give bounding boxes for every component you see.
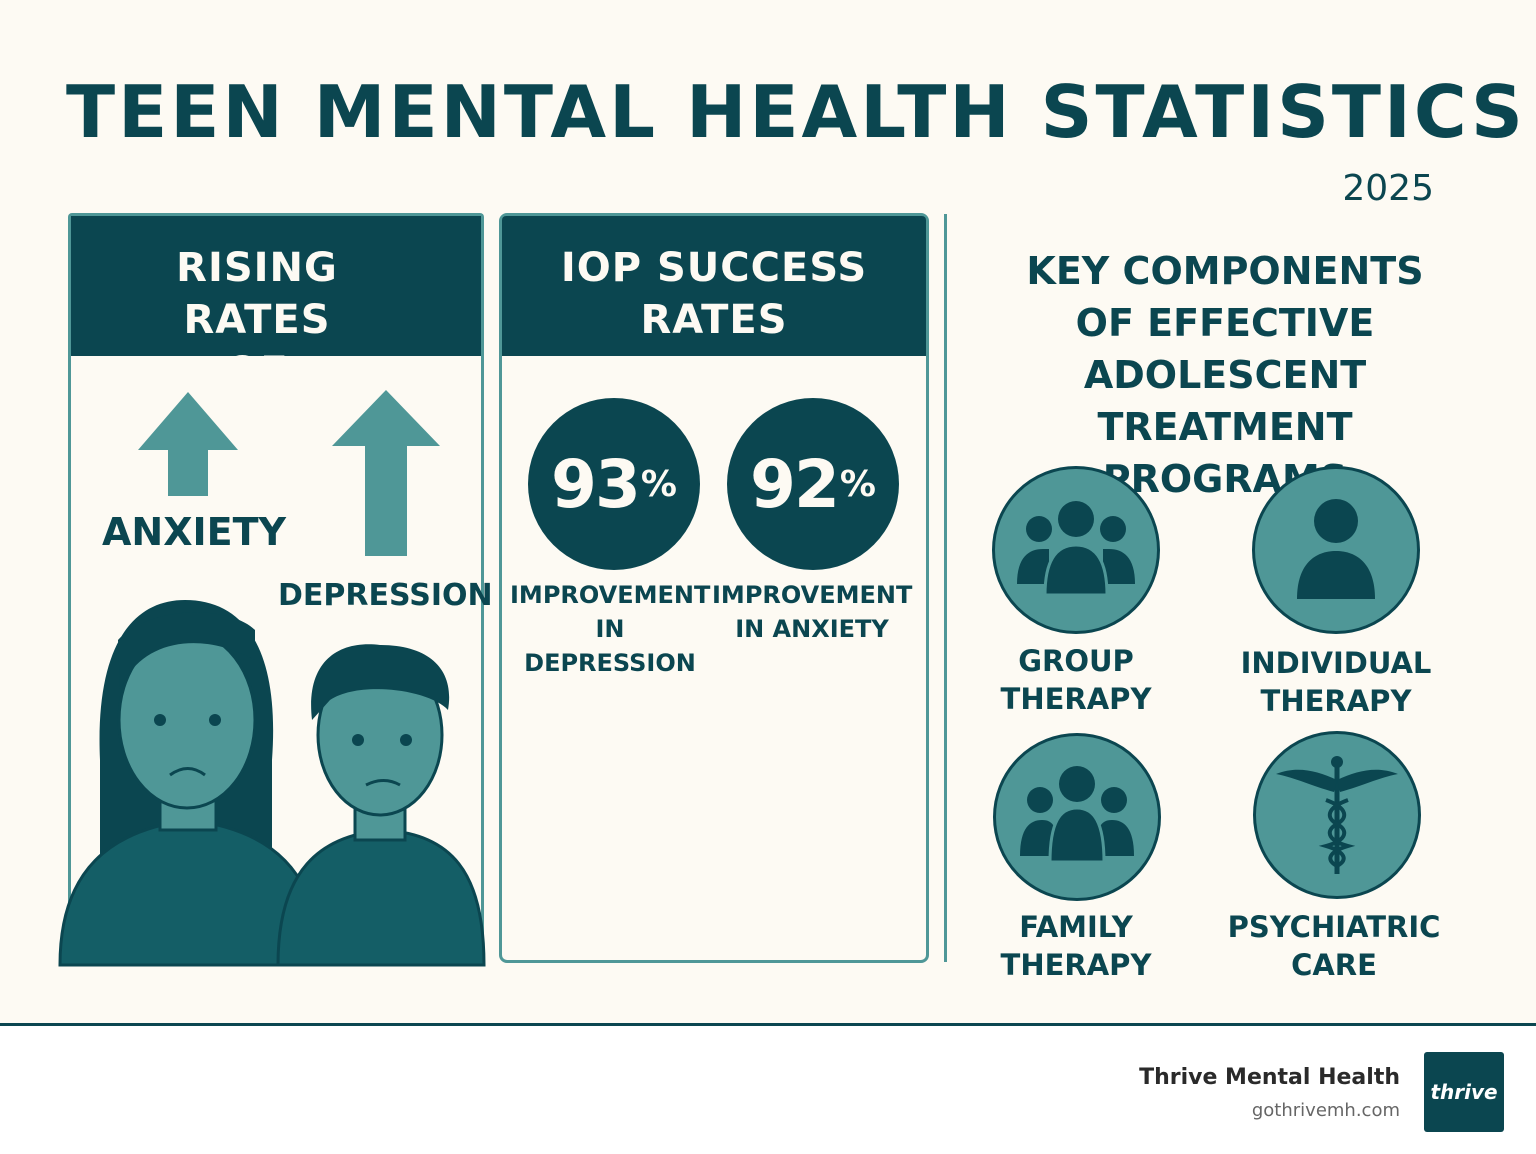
teen-girl-illustration — [58, 600, 322, 967]
anxiety-label: ANXIETY — [102, 510, 287, 554]
individual-therapy-label: INDIVIDUAL THERAPY — [1206, 644, 1466, 720]
depression-label: DEPRESSION — [278, 578, 493, 613]
psychiatric-care-line2: CARE — [1291, 948, 1377, 982]
components-heading-line3: ADOLESCENT TREATMENT — [1083, 353, 1367, 449]
group-therapy-line2: THERAPY — [1000, 682, 1152, 716]
anxiety-up-arrow-icon — [138, 392, 238, 496]
iop-panel: IOP SUCCESS RATES — [499, 213, 929, 963]
anxiety-stat-value: 92 — [750, 445, 840, 523]
rising-heading-line1: RISING RATES — [176, 245, 338, 343]
column-divider — [944, 214, 947, 962]
individual-therapy-line2: THERAPY — [1260, 684, 1412, 718]
psychiatric-care-line1: PSYCHIATRIC — [1227, 910, 1441, 944]
components-heading-line1: KEY COMPONENTS — [1026, 249, 1424, 293]
iop-heading: IOP SUCCESS RATES — [502, 216, 926, 356]
group-icon — [1017, 501, 1135, 597]
depression-stat-circle: 93 % — [528, 398, 700, 570]
thrive-logo: thrive — [1424, 1052, 1504, 1132]
iop-heading-line1: IOP SUCCESS — [560, 245, 868, 291]
anxiety-stat-label-line1: IMPROVEMENT — [712, 581, 913, 609]
caduceus-icon — [1276, 756, 1398, 874]
individual-therapy-circle — [1252, 466, 1420, 634]
depression-stat-label-line1: IMPROVEMENT — [510, 581, 711, 609]
family-therapy-circle — [993, 733, 1161, 901]
individual-therapy-line1: INDIVIDUAL — [1240, 646, 1432, 680]
person-icon — [1297, 499, 1375, 599]
family-therapy-label: FAMILY THERAPY — [946, 908, 1206, 984]
family-therapy-line2: THERAPY — [1000, 948, 1152, 982]
footer — [0, 1026, 1536, 1154]
group-therapy-circle — [992, 466, 1160, 634]
psychiatric-care-label: PSYCHIATRIC CARE — [1204, 908, 1464, 984]
depression-stat-label-line2: IN DEPRESSION — [524, 615, 696, 677]
brand-name: Thrive Mental Health — [1139, 1065, 1400, 1090]
depression-stat-label: IMPROVEMENT IN DEPRESSION — [510, 578, 710, 680]
teen-boy-illustration — [276, 644, 486, 967]
footer-divider — [0, 1023, 1536, 1026]
rising-rates-heading: RISING RATES OF — [71, 216, 481, 395]
depression-stat-value: 93 — [551, 445, 641, 523]
iop-heading-line2: RATES — [640, 297, 788, 343]
depression-up-arrow-icon — [332, 390, 440, 556]
psychiatric-care-circle — [1253, 731, 1421, 899]
anxiety-stat-label: IMPROVEMENT IN ANXIETY — [712, 578, 912, 646]
depression-stat-unit: % — [640, 463, 677, 505]
family-icon — [1020, 766, 1134, 864]
group-therapy-label: GROUP THERAPY — [946, 642, 1206, 718]
components-heading-line2: OF EFFECTIVE — [1075, 301, 1375, 345]
group-therapy-line1: GROUP — [1018, 644, 1134, 678]
family-therapy-line1: FAMILY — [1019, 910, 1133, 944]
components-heading: KEY COMPONENTS OF EFFECTIVE ADOLESCENT T… — [960, 245, 1490, 505]
page-title: TEEN MENTAL HEALTH STATISTICS — [66, 70, 1526, 154]
anxiety-stat-label-line2: IN ANXIETY — [735, 615, 889, 643]
anxiety-stat-circle: 92 % — [727, 398, 899, 570]
year-label: 2025 — [1342, 168, 1434, 209]
brand-url[interactable]: gothrivemh.com — [1251, 1100, 1400, 1121]
anxiety-stat-unit: % — [839, 463, 876, 505]
rising-heading-line2: OF — [225, 349, 289, 395]
